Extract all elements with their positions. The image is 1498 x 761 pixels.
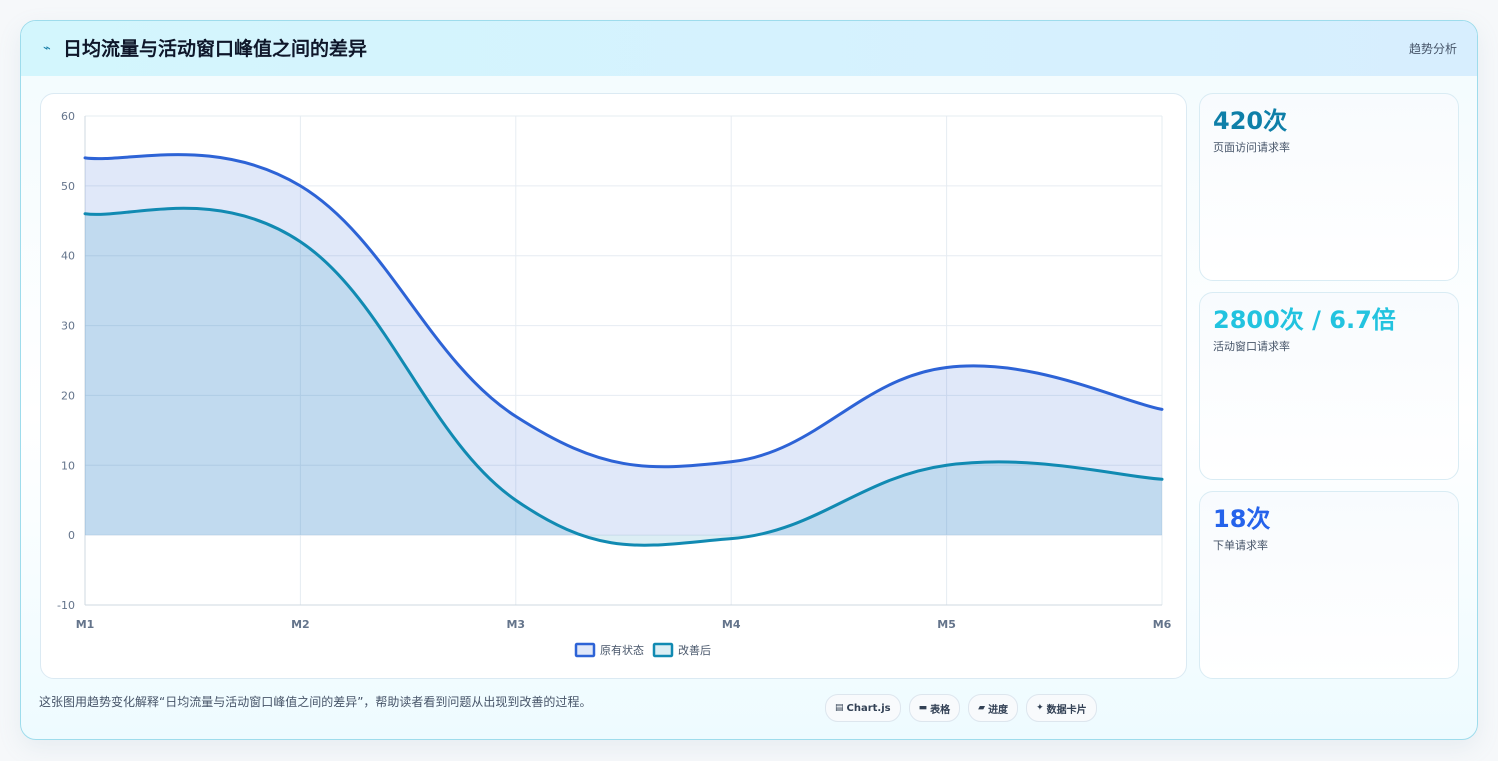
page-title: 日均流量与活动窗口峰值之间的差异 (63, 38, 368, 60)
progress-icon: ▰ (978, 703, 986, 713)
series-line-1 (83, 206, 1164, 547)
chart-panel: -10 0 10 20 30 40 50 60 M1 M2 M3 M4 M5 M6 原有状态 改善后 (40, 93, 1187, 679)
stat-label: 活动窗口请求率 (1213, 340, 1290, 353)
chart-icon: ▤ (835, 703, 844, 713)
legend-label-0: 原有状态 (600, 643, 644, 657)
y-tick-label: 10 (61, 459, 75, 472)
data-card-icon: ✦ (1036, 703, 1044, 713)
chart-description: 这张图用趋势变化解释“日均流量与活动窗口峰值之间的差异”，帮助读者看到问题从出现… (39, 695, 592, 709)
series-line-0 (83, 153, 1164, 469)
area-chart: -10 0 10 20 30 40 50 60 M1 M2 M3 M4 M5 M6 原有状态 改善后 (57, 110, 1172, 658)
stat-card-event-window: 2800次 / 6.7倍 活动窗口请求率 (1199, 292, 1459, 480)
series-area-1 (85, 208, 1162, 546)
legend-swatch-1 (652, 642, 674, 658)
stat-label: 页面访问请求率 (1213, 141, 1290, 154)
chip-label: Chart.js (846, 702, 891, 714)
stat-card-page-visits: 420次 页面访问请求率 (1199, 93, 1459, 281)
series-area-0 (85, 154, 1162, 536)
card-header: ⌁ 日均流量与活动窗口峰值之间的差异 趋势分析 (21, 21, 1477, 76)
legend-label-1: 改善后 (678, 643, 711, 657)
y-tick-label: 20 (61, 389, 75, 402)
stat-value: 18次 (1213, 505, 1271, 533)
trend-line-icon: ⌁ (43, 41, 51, 56)
stat-value: 420次 (1213, 107, 1288, 135)
chip-label: 表格 (930, 704, 951, 716)
header-tag: 趋势分析 (1408, 42, 1457, 56)
x-tick-label: M6 (1153, 618, 1172, 631)
stat-card-orders: 18次 下单请求率 (1199, 491, 1459, 679)
chip-chartjs[interactable]: ▤ Chart.js (825, 694, 901, 722)
y-tick-label: 50 (61, 180, 75, 193)
chip-progress[interactable]: ▰ 进度 (968, 694, 1019, 722)
chip-label: 数据卡片 (1046, 704, 1087, 716)
stat-label: 下单请求率 (1213, 539, 1268, 552)
chip-table[interactable]: ▬ 表格 (908, 694, 961, 722)
table-icon: ▬ (918, 703, 928, 713)
y-tick-label: 40 (61, 250, 75, 263)
tech-chips: ▤ Chart.js ▬ 表格 ▰ 进度 ✦ 数据卡片 (825, 694, 1097, 722)
x-tick-label: M5 (937, 618, 956, 631)
y-tick-label: 0 (68, 529, 75, 542)
y-tick-label: -10 (57, 599, 75, 612)
legend-swatch-0 (574, 642, 596, 658)
x-tick-label: M3 (506, 618, 525, 631)
x-tick-label: M2 (291, 618, 310, 631)
stat-value: 2800次 / 6.7倍 (1213, 306, 1396, 334)
x-tick-label: M1 (76, 618, 95, 631)
y-tick-label: 60 (61, 110, 75, 123)
chip-label: 进度 (988, 704, 1009, 716)
y-tick-label: 30 (61, 320, 75, 333)
dashboard-card: ⌁ 日均流量与活动窗口峰值之间的差异 趋势分析 -10 0 10 20 30 40 50 60… (20, 20, 1478, 740)
chip-data-card[interactable]: ✦ 数据卡片 (1026, 694, 1097, 722)
x-tick-label: M4 (722, 618, 741, 631)
